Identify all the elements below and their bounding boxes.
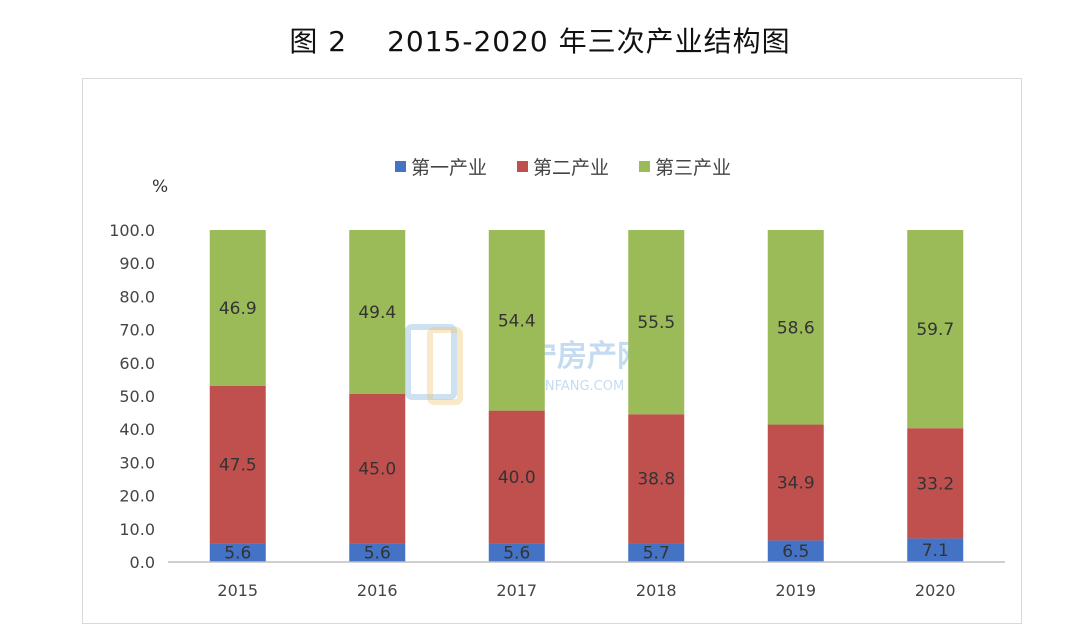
- data-label: 5.7: [643, 544, 670, 564]
- bar-secondary-2016: [349, 394, 406, 544]
- x-tick-label: 2020: [915, 581, 956, 600]
- bar-primary-2018: [628, 543, 685, 562]
- y-tick-label: 100.0: [109, 221, 155, 240]
- bar-tertiary-2015: [209, 230, 266, 386]
- watermark-logo-accent-icon: [427, 327, 463, 405]
- data-label: 6.5: [782, 542, 809, 562]
- y-tick-label: 60.0: [119, 354, 155, 373]
- bar-secondary-2019: [767, 424, 824, 541]
- y-tick-label: 10.0: [119, 520, 155, 539]
- data-label: 49.4: [358, 303, 396, 323]
- x-tick-label: 2017: [496, 581, 537, 600]
- x-tick-label: 2018: [636, 581, 677, 600]
- bars: 5.6 47.5 46.9 5.6 45.0 49.4 5.6 40.0 54.4 5.7 38.8…: [209, 230, 964, 564]
- legend-label: 第二产业: [533, 157, 609, 179]
- legend-label: 第一产业: [411, 157, 487, 179]
- data-label: 33.2: [916, 474, 954, 494]
- bar-tertiary-2017: [488, 230, 545, 411]
- data-label: 5.6: [503, 544, 530, 564]
- bar-tertiary-2018: [628, 230, 685, 415]
- watermark-logo-icon: [405, 324, 457, 400]
- chart-title: 图 2 2015-2020 年三次产业结构图: [0, 20, 1080, 60]
- figure-number: 图 2: [289, 25, 348, 58]
- data-label: 58.6: [777, 318, 815, 338]
- data-label: 34.9: [777, 473, 815, 493]
- bar-primary-2016: [349, 543, 406, 562]
- data-label: 59.7: [916, 320, 954, 340]
- bar-primary-2020: [907, 538, 964, 562]
- y-tick-label: 70.0: [119, 321, 155, 340]
- legend-swatch: [517, 161, 528, 172]
- watermark-subtext: PNFANG.COM: [537, 379, 624, 394]
- y-tick-label: 40.0: [119, 420, 155, 439]
- figure-title-text: 2015-2020 年三次产业结构图: [387, 25, 791, 58]
- y-axis-unit: %: [152, 177, 168, 197]
- x-tick-label: 2016: [357, 581, 398, 600]
- y-tick-label: 30.0: [119, 453, 155, 472]
- bar-primary-2017: [488, 543, 545, 562]
- bar-primary-2015: [209, 543, 266, 562]
- data-label: 54.4: [498, 311, 536, 331]
- data-label: 40.0: [498, 468, 536, 488]
- bar-secondary-2015: [209, 385, 266, 544]
- bar-primary-2019: [767, 540, 824, 562]
- data-label: 7.1: [922, 541, 949, 561]
- y-tick-label: 20.0: [119, 487, 155, 506]
- data-label: 5.6: [364, 544, 391, 564]
- x-tick-label: 2019: [775, 581, 816, 600]
- legend-swatch: [639, 161, 650, 172]
- y-axis-ticks: 0.0 10.0 20.0 30.0 40.0 50.0 60.0 70.0 80.0 90.0 1…: [109, 221, 155, 572]
- data-label: 5.6: [224, 544, 251, 564]
- data-label: 47.5: [219, 456, 257, 476]
- chart-frame: [82, 78, 1022, 624]
- y-tick-label: 0.0: [130, 553, 155, 572]
- legend: 第一产业 第二产业 第三产业: [395, 157, 731, 179]
- x-axis-ticks: 2015 2016 2017 2018 2019 2020: [217, 581, 955, 600]
- legend-label: 第三产业: [655, 157, 731, 179]
- y-tick-label: 50.0: [119, 387, 155, 406]
- data-label: 45.0: [358, 460, 396, 480]
- legend-swatch: [395, 161, 406, 172]
- y-tick-label: 90.0: [119, 254, 155, 273]
- bar-tertiary-2016: [349, 230, 406, 395]
- data-label: 38.8: [637, 470, 675, 490]
- bar-tertiary-2019: [767, 230, 824, 425]
- bar-secondary-2018: [628, 414, 685, 544]
- bar-secondary-2020: [907, 428, 964, 539]
- data-label: 55.5: [637, 313, 675, 333]
- y-tick-label: 80.0: [119, 287, 155, 306]
- data-label: 46.9: [219, 299, 257, 319]
- bar-tertiary-2020: [907, 230, 964, 429]
- x-tick-label: 2015: [217, 581, 258, 600]
- bar-secondary-2017: [488, 410, 545, 544]
